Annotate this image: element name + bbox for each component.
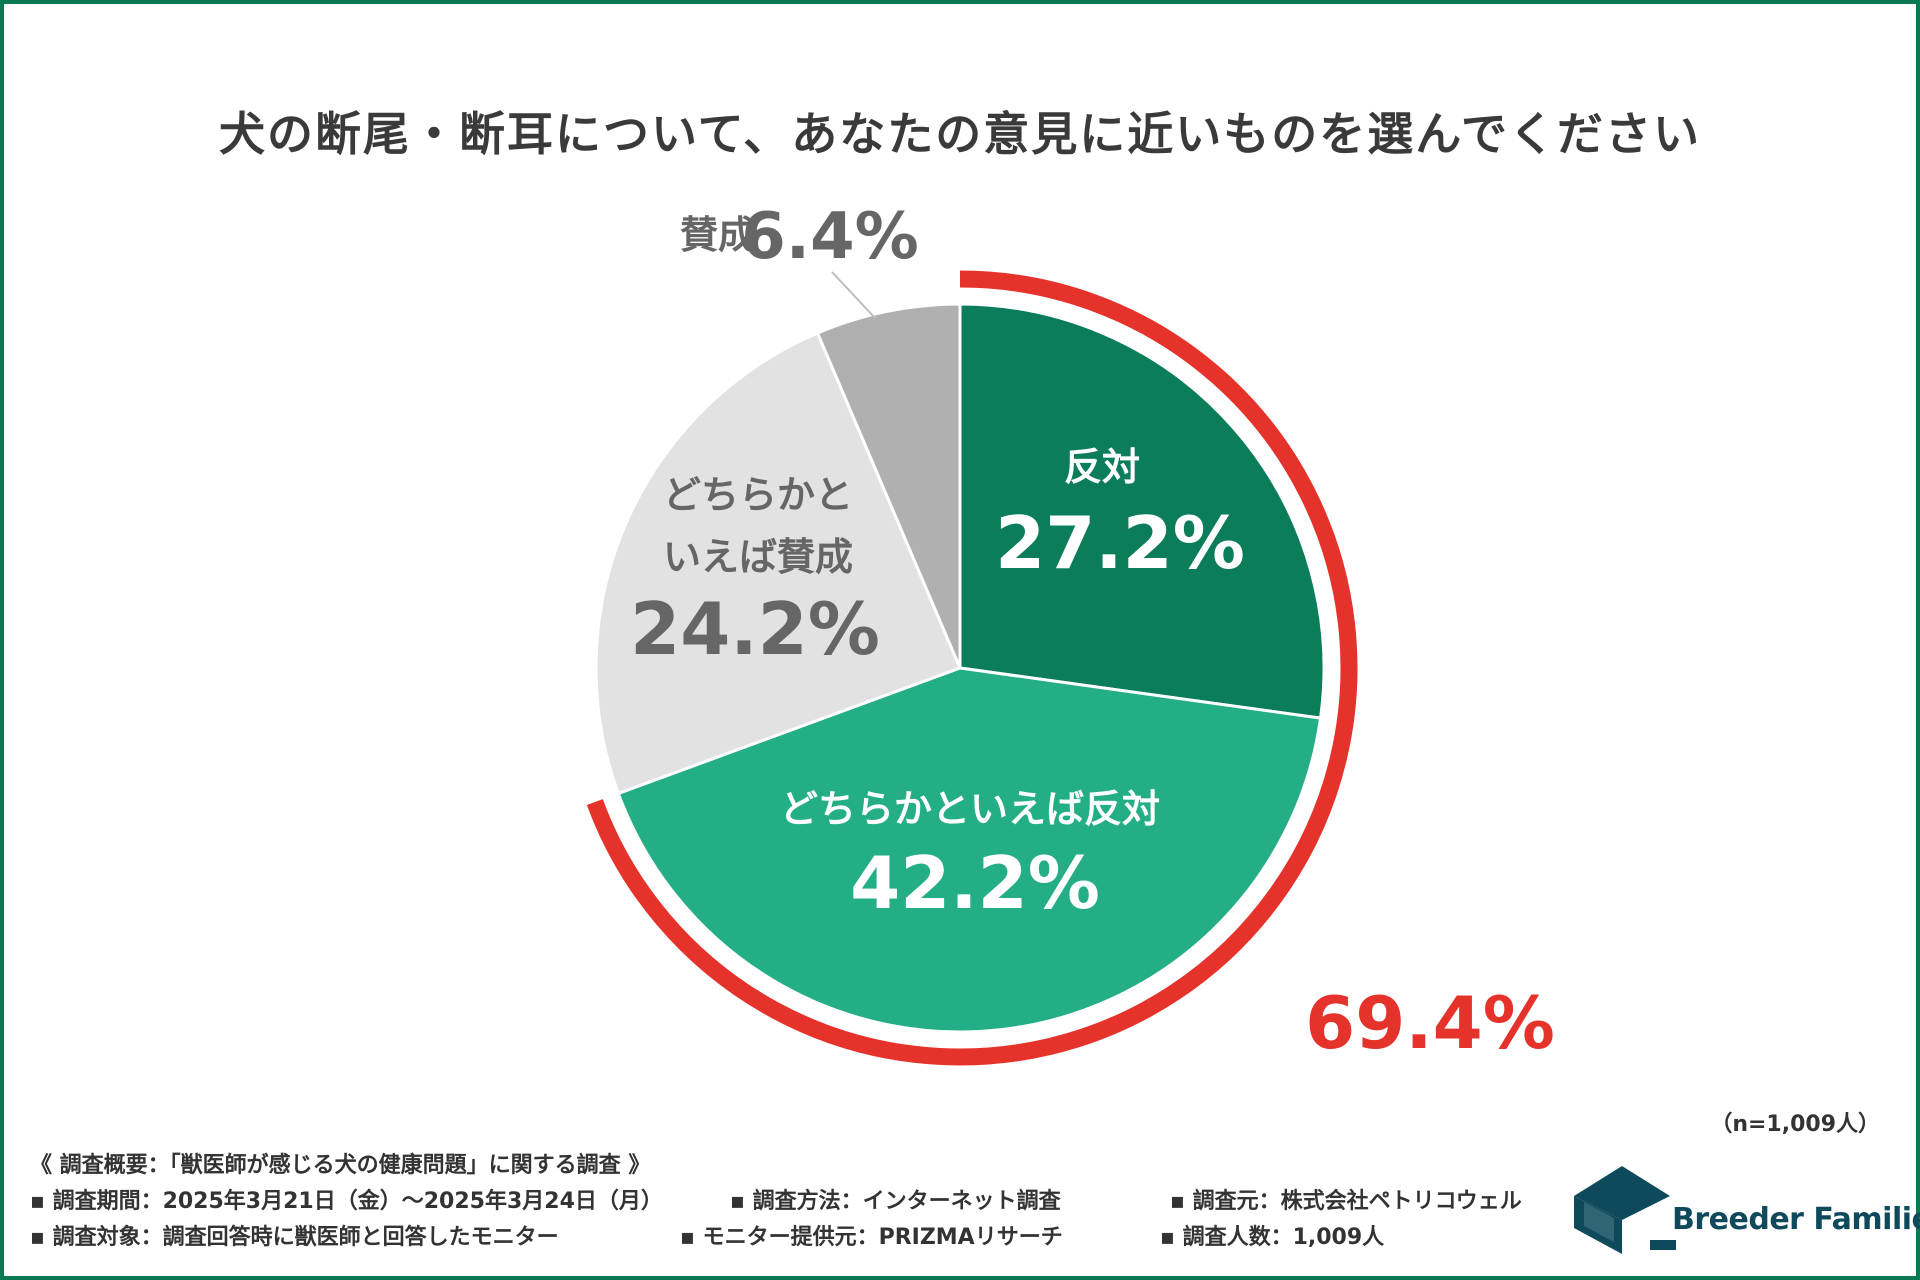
slice-label: どちらかと [663,473,853,517]
highlight-ring [586,270,1358,1066]
brand-logo: Breeder Families [1570,1158,1920,1258]
slice-value-label: 24.2% [630,587,880,671]
survey-period: ▪ 調査期間：2025年3月21日（金）〜2025年3月24日（月） [30,1189,663,1214]
slice-value-label: 42.2% [850,841,1100,925]
survey-count: ▪ 調査人数：1,009人 [1160,1225,1385,1250]
pie-slice [958,302,1326,720]
survey-target: ▪ 調査対象：調査回答時に獣医師と回答したモニター [30,1225,559,1250]
pie-slice [594,331,962,796]
slice-label: 賛成 [680,213,756,257]
slice-value-label: 27.2% [995,501,1245,585]
chart-title: 犬の断尾・断耳について、あなたの意見に近いものを選んでください [218,107,1702,161]
slice-value-label: 6.4% [741,200,919,274]
slice-label: 反対 [1064,445,1140,489]
survey-method: ▪ 調査方法：インターネット調査 [730,1189,1061,1214]
logo-text: Breeder Families [1672,1202,1920,1237]
slice-label: いえば賛成 [663,535,853,579]
pie-slice [616,666,1323,1034]
survey-source: ▪ 調査元：株式会社ペトリコウェル [1170,1189,1522,1214]
slice-label: どちらかといえば反対 [780,787,1160,831]
sample-size: （n=1,009人） [1710,1112,1880,1137]
pie-slice [815,302,962,669]
survey-heading: 《 調査概要：「獣医師が感じる犬の健康問題」に関する調査 》 [30,1153,651,1178]
survey-summary: 《 調査概要：「獣医師が感じる犬の健康問題」に関する調査 》 ▪ 調査期間：20… [30,1148,1522,1256]
house-logo-icon [1574,1166,1676,1254]
highlight-total-label: 69.4% [1305,981,1555,1065]
survey-provider: ▪ モニター提供元：PRIZMAリサーチ [680,1225,1063,1250]
leader-line [831,271,876,319]
